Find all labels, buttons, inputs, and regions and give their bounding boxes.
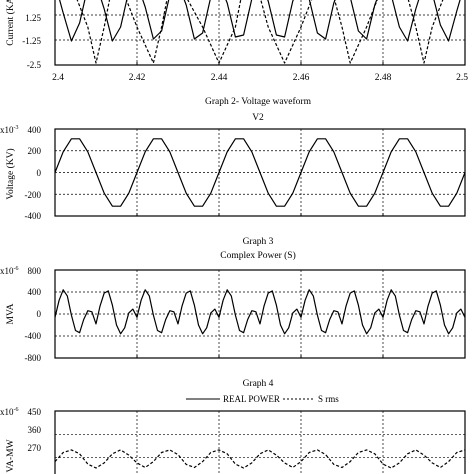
graph-4-ylabel: VA-MW — [6, 439, 16, 472]
graph-2-ytick-label: -200 — [25, 190, 42, 200]
graph-3-subtitle: Complex Power (S) — [220, 250, 295, 261]
graph-4-plot-frame — [54, 410, 466, 474]
graph-2-subtitle: V2 — [252, 113, 264, 123]
graph-1-xtick-label: 2.5 — [456, 73, 468, 83]
graph-2-ytick-label: 0 — [37, 168, 42, 178]
series-line — [76, 0, 444, 64]
graph-2-y-multiplier: x10-3 — [0, 125, 19, 135]
graph-4-ytick-label: 450 — [28, 407, 42, 417]
graph-1-xtick-label: 2.42 — [129, 73, 146, 83]
graph-1-xtick-label: 2.48 — [375, 73, 392, 83]
graph-2-ytick-label: 200 — [28, 146, 42, 156]
graph-4-y-multiplier: x10-6 — [0, 407, 19, 417]
graph-1-ytick-label: -2.5 — [27, 60, 42, 70]
series-line — [55, 289, 465, 335]
legend-label-s-rms: S rms — [318, 394, 339, 404]
graph-4-grid — [55, 411, 465, 474]
graph-1-ytick-label: -1.25 — [22, 36, 41, 46]
legend-label-real-power: REAL POWER — [223, 394, 280, 404]
graph-4-power: Graph 4 REAL POWER S rms x10-6 450 360 2… — [0, 379, 466, 474]
graph-1-current: 1.25 -1.25 -2.5 Current (KA) 2.4 2.42 2.… — [5, 0, 468, 83]
graph-4-title: Graph 4 — [243, 379, 274, 389]
graph-4-ytick-label: 360 — [28, 425, 42, 435]
graph-1-xtick-label: 2.44 — [211, 73, 228, 83]
graph-2-voltage: Graph 2- Voltage waveform V2 x10-3 400 2… — [0, 96, 466, 221]
series-line-s-rms — [55, 449, 465, 469]
graph-3-complex-power: Graph 3 Complex Power (S) x10-6 800 400 … — [0, 237, 466, 363]
graph-2-ytick-label: -400 — [25, 211, 42, 221]
graph-1-plot-frame — [54, 0, 466, 66]
graph-3-ytick-label: 800 — [28, 266, 42, 276]
graph-2-ytick-label: 400 — [28, 125, 42, 135]
graph-3-title: Graph 3 — [243, 237, 274, 247]
graph-2-ylabel: Voltage (KV) — [5, 148, 16, 199]
graph-1-grid — [54, 0, 466, 65]
graph-3-grid — [54, 270, 466, 358]
graph-3-ytick-label: -800 — [25, 353, 42, 363]
graph-3-ytick-label: 0 — [37, 309, 42, 319]
graph-4-ytick-label: 270 — [28, 443, 42, 453]
graph-3-ylabel: MVA — [6, 303, 16, 324]
graph-3-ytick-label: 400 — [28, 287, 42, 297]
graph-1-ylabel: Current (KA) — [5, 0, 16, 46]
graph-1-xtick-label: 2.46 — [293, 73, 310, 83]
graph-3-series — [55, 289, 465, 335]
graph-2-title: Graph 2- Voltage waveform — [205, 96, 312, 107]
series-line — [59, 0, 461, 42]
graph-1-ytick-label: 1.25 — [25, 13, 41, 23]
graph-3-ytick-label: -400 — [25, 331, 42, 341]
graph-4-series — [55, 449, 465, 469]
graph-2-series — [55, 138, 465, 207]
graph-1-series — [59, 0, 461, 64]
graph-3-y-multiplier: x10-6 — [0, 266, 19, 276]
graph-1-xtick-label: 2.4 — [52, 73, 64, 83]
graph-4-legend: REAL POWER S rms — [186, 394, 339, 404]
series-line — [55, 138, 465, 207]
